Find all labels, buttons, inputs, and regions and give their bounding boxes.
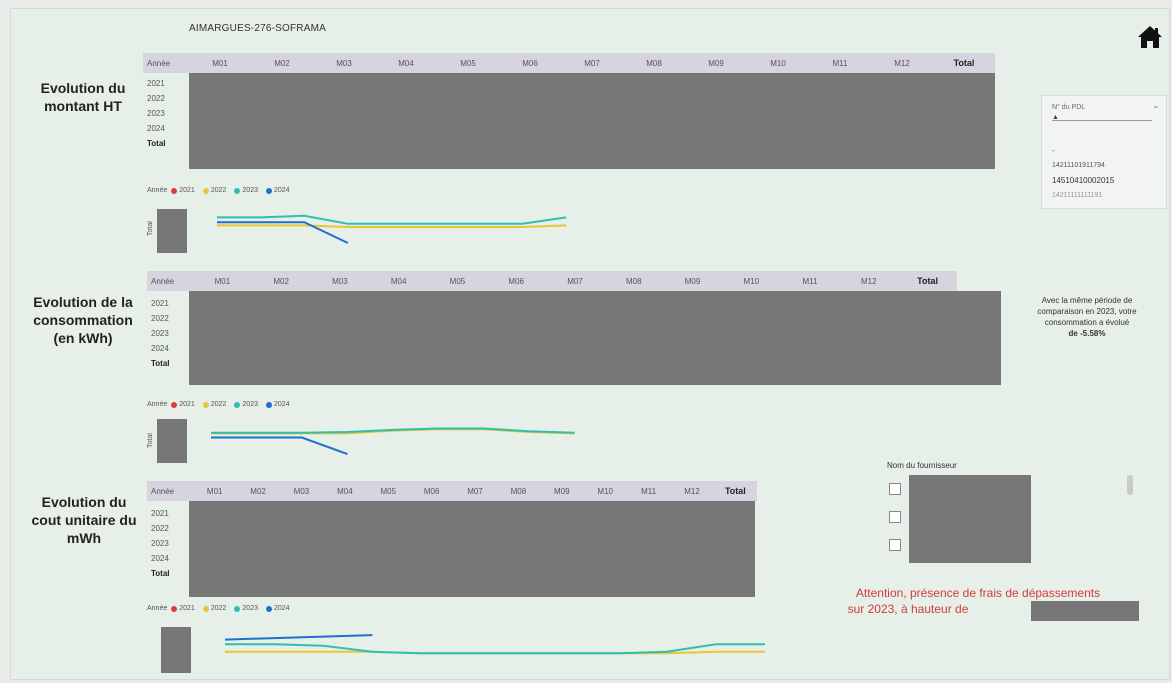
section-title-consommation: Evolution de la consommation (en kWh) bbox=[33, 294, 133, 346]
overrun-amount-redacted bbox=[1031, 601, 1139, 621]
series-line-2024 bbox=[224, 634, 373, 641]
supplier-names-redacted bbox=[909, 475, 1031, 563]
series-line-2023 bbox=[225, 643, 765, 655]
series-line-2023 bbox=[217, 214, 567, 225]
year-col-header[interactable]: Année bbox=[151, 486, 175, 496]
series-line-2023 bbox=[211, 427, 575, 434]
line-chart-consommation bbox=[211, 427, 575, 456]
legend-cout-unitaire: Année 2021 2022 2023 2024 bbox=[147, 605, 290, 612]
pdl-slicer: N° du PDL ⌄ ▲ - 14211101911794 145104100… bbox=[1041, 95, 1167, 209]
supplier-checkbox[interactable] bbox=[889, 483, 901, 495]
matrix-header: Année M01 M02 M03 M04 M05 M06 M07 M08 M0… bbox=[147, 271, 957, 291]
pdl-list-item[interactable]: 14211111111191 bbox=[1052, 192, 1103, 199]
series-line-2024 bbox=[217, 221, 349, 244]
series-line-2022 bbox=[217, 224, 567, 228]
matrix-values-redacted bbox=[189, 73, 995, 169]
report-title: AIMARGUES-276-SOFRAMA bbox=[189, 23, 327, 34]
slicer-indicator-icon: ▲ bbox=[1052, 114, 1059, 121]
series-line-2024 bbox=[211, 436, 348, 456]
legend-consommation: Année 2021 2022 2023 2024 bbox=[147, 401, 290, 408]
slicer-search-line bbox=[1052, 120, 1152, 121]
supplier-slicer-label: Nom du fournisseur bbox=[887, 461, 957, 470]
supplier-checkbox[interactable] bbox=[889, 539, 901, 551]
chevron-down-icon[interactable]: ⌄ bbox=[1152, 100, 1160, 110]
matrix-values-redacted bbox=[189, 501, 755, 597]
section-title-cout-unitaire: Evolution du cout unitaire du mWh bbox=[31, 494, 137, 546]
line-chart-cout-unitaire bbox=[224, 634, 765, 655]
year-labels: 2021 2022 2023 2024 Total bbox=[151, 509, 170, 578]
report-page: AIMARGUES-276-SOFRAMA Evolution du monta… bbox=[10, 8, 1170, 680]
pdl-slicer-label: N° du PDL bbox=[1052, 104, 1086, 111]
matrix-consommation: Année M01 M02 M03 M04 M05 M06 M07 M08 M0… bbox=[147, 271, 957, 291]
overrun-fees-warning: Attention, présence de frais de dépassem… bbox=[847, 586, 1101, 616]
matrix-cout-unitaire: Année M01 M02 M03 M04 M05 M06 M07 M08 M0… bbox=[147, 481, 757, 597]
pdl-list-item[interactable]: 14510410002015 bbox=[1052, 176, 1115, 185]
consumption-evolution-note: Avec la même période de comparaison en 2… bbox=[1037, 296, 1137, 338]
matrix-values-redacted bbox=[189, 291, 1001, 385]
mini-chart-axis-redacted bbox=[157, 209, 187, 253]
mini-chart-axis-redacted bbox=[161, 627, 191, 673]
year-col-header[interactable]: Année bbox=[151, 276, 175, 286]
year-labels: 2021 2022 2023 2024 Total bbox=[151, 299, 170, 368]
slicer-scrollbar[interactable] bbox=[1127, 475, 1133, 495]
home-icon[interactable] bbox=[1137, 25, 1163, 54]
matrix-header: Année M01 M02 M03 M04 M05 M06 M07 M08 M0… bbox=[143, 53, 995, 73]
line-chart-montant bbox=[217, 214, 567, 244]
supplier-checkbox[interactable] bbox=[889, 511, 901, 523]
matrix-header: Année M01 M02 M03 M04 M05 M06 M07 M08 M0… bbox=[147, 481, 757, 501]
section-title-montant: Evolution du montant HT bbox=[40, 80, 126, 114]
legend-montant: Année 2021 2022 2023 2024 bbox=[147, 187, 290, 194]
matrix-montant: Année M01 M02 M03 M04 M05 M06 M07 M08 M0… bbox=[143, 53, 995, 169]
year-labels: 2021 2022 2023 2024 Total bbox=[147, 79, 166, 148]
year-col-header[interactable]: Année bbox=[147, 58, 171, 68]
mini-chart-axis-redacted bbox=[157, 419, 187, 463]
pdl-list-item[interactable]: 14211101911794 bbox=[1052, 162, 1105, 169]
